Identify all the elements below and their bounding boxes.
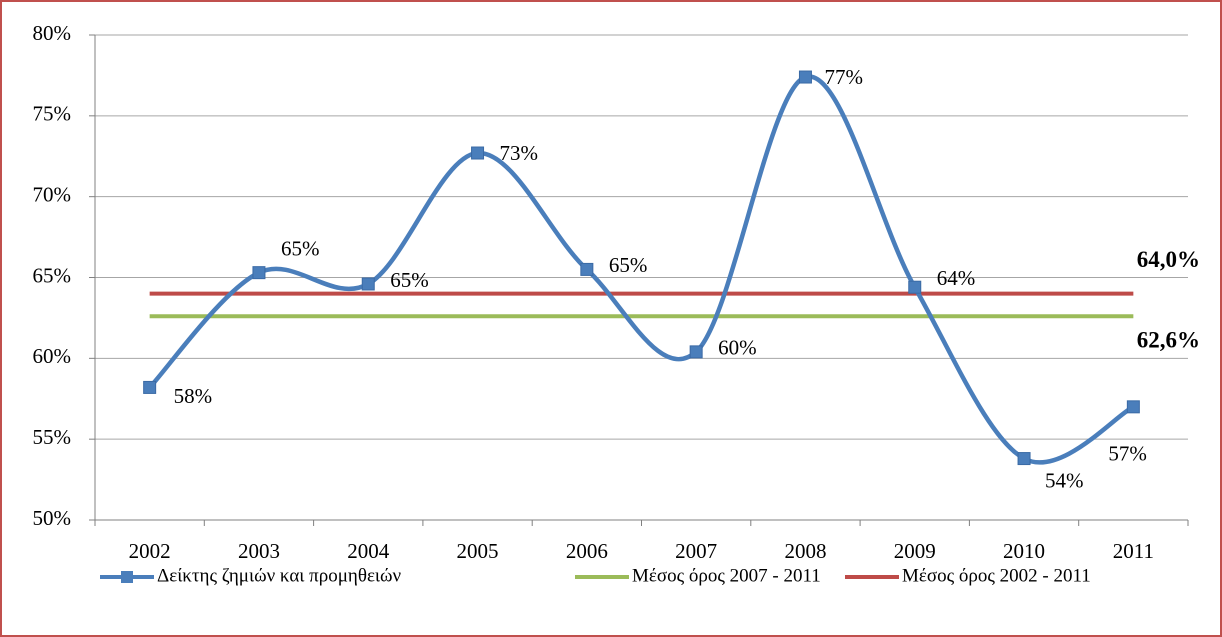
y-tick-label: 65% [33, 263, 72, 287]
x-tick-label: 2008 [784, 539, 826, 563]
x-tick-label: 2007 [675, 539, 717, 563]
data-label: 60% [718, 336, 757, 360]
data-label: 73% [500, 141, 539, 165]
y-tick-label: 50% [33, 506, 72, 530]
y-tick-label: 60% [33, 344, 72, 368]
series-line [148, 74, 1135, 465]
y-tick-label: 70% [33, 182, 72, 206]
marker [252, 266, 266, 280]
data-label: 57% [1108, 442, 1147, 466]
marker [580, 262, 594, 276]
y-tick-label: 75% [33, 102, 72, 126]
x-tick-label: 2002 [129, 539, 171, 563]
marker [689, 345, 703, 359]
data-label: 65% [390, 268, 429, 292]
x-tick-label: 2006 [566, 539, 608, 563]
y-tick-label: 55% [33, 425, 72, 449]
data-label: 64% [937, 266, 976, 290]
marker [798, 70, 812, 84]
marker [361, 277, 375, 291]
marker [908, 280, 922, 294]
x-tick-label: 2009 [894, 539, 936, 563]
x-tick-label: 2010 [1003, 539, 1045, 563]
x-tick-label: 2003 [238, 539, 280, 563]
marker [143, 380, 157, 394]
x-tick-label: 2004 [347, 539, 390, 563]
legend-marker [121, 571, 133, 583]
marker [1017, 452, 1031, 466]
data-label: 65% [609, 253, 648, 277]
legend-label: Μέσος όρος 2007 - 2011 [632, 565, 821, 586]
data-label: 58% [174, 384, 213, 408]
marker [471, 146, 485, 160]
legend-label: Μέσος όρος 2002 - 2011 [902, 565, 1091, 586]
average-label: 64,0% [1137, 247, 1200, 272]
data-label: 65% [281, 236, 320, 260]
x-tick-label: 2005 [457, 539, 499, 563]
marker [1126, 400, 1140, 414]
data-label: 77% [824, 65, 863, 89]
x-tick-label: 2011 [1113, 539, 1154, 563]
average-label: 62,6% [1137, 328, 1200, 353]
data-label: 54% [1045, 468, 1084, 492]
y-tick-label: 80% [33, 21, 72, 45]
legend-label: Δείκτης ζημιών και προμηθειών [157, 565, 402, 586]
